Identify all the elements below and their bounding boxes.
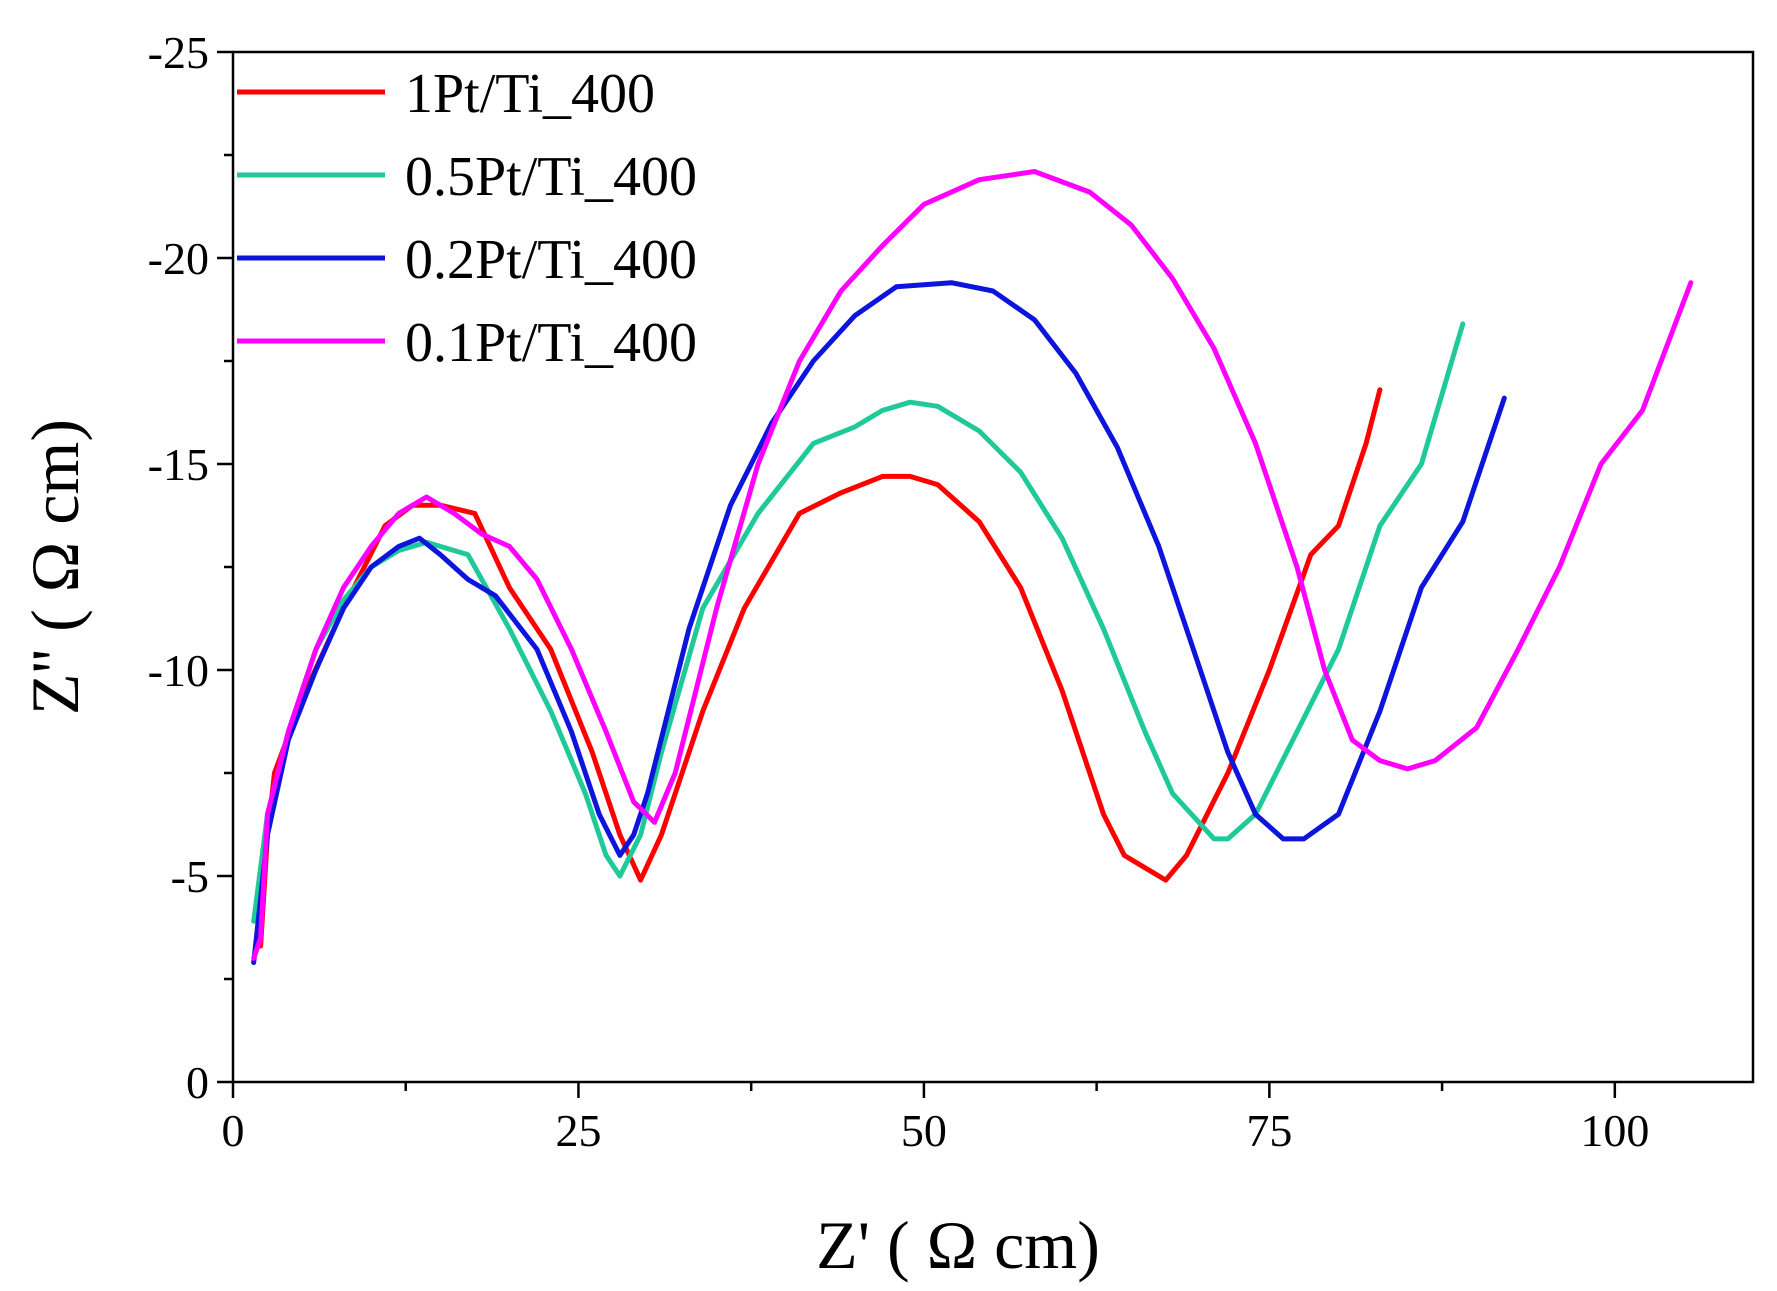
x-tick-label: 50 bbox=[901, 1105, 947, 1156]
series-lines bbox=[251, 169, 1694, 965]
y-tick-label: -10 bbox=[148, 645, 209, 696]
series-line-2 bbox=[251, 280, 1507, 965]
x-tick-label: 75 bbox=[1246, 1105, 1292, 1156]
y-tick-label: -5 bbox=[171, 851, 209, 902]
legend-label: 0.1Pt/Ti_400 bbox=[405, 312, 697, 374]
y-tick-label: -15 bbox=[148, 439, 209, 490]
legend: 1Pt/Ti_400 0.5Pt/Ti_400 0.2Pt/Ti_400 0.1Pt/… bbox=[237, 63, 697, 374]
legend-label: 0.5Pt/Ti_400 bbox=[405, 146, 697, 208]
y-axis-ticks: 0 -5 -10 -15 -20 -25 bbox=[148, 27, 233, 1108]
x-tick-label: 0 bbox=[222, 1105, 245, 1156]
legend-label: 0.2Pt/Ti_400 bbox=[405, 229, 697, 291]
x-axis-title: Z' ( Ω cm) bbox=[816, 1207, 1100, 1283]
y-axis-title: Z'' ( Ω cm) bbox=[17, 419, 93, 715]
x-axis-ticks: 0 25 50 75 100 bbox=[222, 1082, 1649, 1156]
series-line-0 bbox=[258, 387, 1383, 949]
series-line-1 bbox=[251, 321, 1466, 924]
legend-label: 1Pt/Ti_400 bbox=[405, 63, 655, 125]
series-line-3 bbox=[251, 169, 1694, 961]
y-tick-label: -20 bbox=[148, 233, 209, 284]
x-tick-label: 100 bbox=[1580, 1105, 1649, 1156]
x-tick-label: 25 bbox=[555, 1105, 601, 1156]
y-tick-label: 0 bbox=[186, 1057, 209, 1108]
y-tick-label: -25 bbox=[148, 27, 209, 78]
